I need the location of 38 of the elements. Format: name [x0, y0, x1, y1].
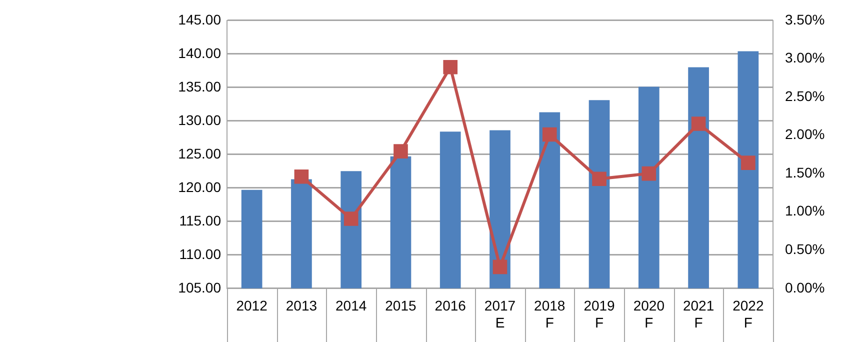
- y-tick-label: 130.00: [178, 112, 222, 128]
- y2-tick-label: 0.00%: [785, 279, 825, 296]
- y2-tick-label: 2.50%: [785, 88, 825, 104]
- x-tick-label: 2019 F: [584, 298, 616, 330]
- y-tick-label: 115.00: [179, 212, 222, 228]
- x-tick-label: 2021 F: [682, 298, 714, 330]
- x-tick-label: 2014: [336, 298, 367, 314]
- y-tick-label: 125.00: [178, 145, 222, 162]
- point: [741, 156, 756, 170]
- point: [642, 166, 656, 181]
- point: [691, 116, 706, 131]
- y2-tick-label: 3.50%: [785, 11, 825, 28]
- y-tick-label: 135.00: [178, 78, 222, 94]
- x-tick-label: 2012: [236, 298, 268, 314]
- point: [592, 172, 606, 186]
- x-tick-label: 2022 F: [732, 298, 764, 330]
- y-tick-label: 140.00: [178, 44, 222, 61]
- y-tick-label: 120.00: [178, 178, 222, 195]
- point: [344, 212, 358, 226]
- x-tick-label: 2016: [434, 298, 466, 314]
- point: [294, 169, 309, 184]
- x-tick-label: 2015: [385, 298, 417, 314]
- y2-tick-label: 0.50%: [785, 240, 825, 257]
- y-tick-label: 105.00: [178, 279, 222, 296]
- x-tick-label: 2018 F: [534, 298, 566, 330]
- y2-tick-label: 1.00%: [785, 202, 825, 219]
- y-tick-label: 110.00: [179, 246, 222, 262]
- point: [492, 260, 508, 274]
- point: [394, 144, 408, 158]
- point: [443, 60, 458, 74]
- y2-tick-label: 3.00%: [785, 50, 825, 66]
- x-tick-label: 2020 F: [633, 298, 665, 330]
- y2-tick-label: 1.50%: [785, 164, 825, 180]
- point: [542, 127, 557, 142]
- x-tick-label: 2013: [286, 298, 318, 314]
- y-tick-label: 145.00: [178, 11, 222, 28]
- x-tick-label: 2017 E: [484, 298, 516, 330]
- y2-tick-label: 2.00%: [785, 126, 825, 142]
